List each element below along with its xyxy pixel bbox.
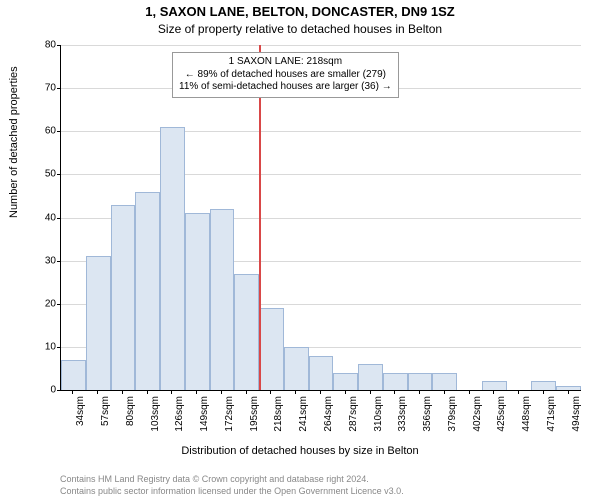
x-tick-label: 448sqm bbox=[521, 396, 532, 436]
x-tick-label: 287sqm bbox=[348, 396, 359, 436]
y-tick-mark bbox=[57, 390, 61, 391]
x-tick-mark bbox=[147, 390, 148, 394]
annotation-line-1: 1 SAXON LANE: 218sqm bbox=[179, 56, 392, 69]
x-tick-label: 218sqm bbox=[273, 396, 284, 436]
histogram-bar bbox=[61, 360, 86, 390]
x-tick-label: 356sqm bbox=[422, 396, 433, 436]
y-tick-label: 20 bbox=[31, 298, 56, 309]
y-tick-mark bbox=[57, 218, 61, 219]
footer-copyright-2: Contains public sector information licen… bbox=[60, 486, 404, 496]
x-tick-mark bbox=[221, 390, 222, 394]
x-tick-label: 195sqm bbox=[249, 396, 260, 436]
gridline bbox=[61, 131, 581, 132]
x-tick-label: 333sqm bbox=[397, 396, 408, 436]
histogram-bar bbox=[234, 274, 259, 390]
annotation-line-3: 11% of semi-detached houses are larger (… bbox=[179, 81, 392, 94]
y-tick-label: 80 bbox=[31, 40, 56, 51]
x-tick-mark bbox=[270, 390, 271, 394]
x-tick-label: 103sqm bbox=[150, 396, 161, 436]
x-tick-mark bbox=[518, 390, 519, 394]
histogram-bar bbox=[284, 347, 309, 390]
x-tick-mark bbox=[444, 390, 445, 394]
x-tick-label: 34sqm bbox=[75, 396, 86, 436]
x-tick-label: 80sqm bbox=[125, 396, 136, 436]
x-tick-label: 471sqm bbox=[546, 396, 557, 436]
x-tick-label: 126sqm bbox=[174, 396, 185, 436]
x-tick-mark bbox=[345, 390, 346, 394]
histogram-bar bbox=[383, 373, 408, 390]
y-tick-mark bbox=[57, 88, 61, 89]
x-tick-mark bbox=[394, 390, 395, 394]
y-tick-label: 10 bbox=[31, 341, 56, 352]
histogram-bar bbox=[432, 373, 457, 390]
x-tick-label: 241sqm bbox=[298, 396, 309, 436]
x-tick-labels: 34sqm 57sqm 80sqm 103sqm 126sqm 149sqm 172sqm 1… bbox=[60, 392, 580, 452]
x-tick-label: 172sqm bbox=[224, 396, 235, 436]
y-tick-label: 60 bbox=[31, 126, 56, 137]
y-axis-label: Number of detached properties bbox=[8, 66, 20, 218]
y-tick-label: 50 bbox=[31, 169, 56, 180]
histogram-bar bbox=[111, 205, 136, 390]
y-tick-mark bbox=[57, 304, 61, 305]
x-tick-label: 264sqm bbox=[323, 396, 334, 436]
y-tick-label: 0 bbox=[31, 385, 56, 396]
y-tick-label: 70 bbox=[31, 83, 56, 94]
histogram-bar bbox=[259, 308, 284, 390]
x-tick-mark bbox=[171, 390, 172, 394]
x-tick-label: 425sqm bbox=[496, 396, 507, 436]
x-tick-mark bbox=[469, 390, 470, 394]
histogram-bar bbox=[556, 386, 581, 390]
x-tick-label: 379sqm bbox=[447, 396, 458, 436]
x-tick-mark bbox=[122, 390, 123, 394]
y-tick-label: 30 bbox=[31, 255, 56, 266]
y-tick-mark bbox=[57, 174, 61, 175]
histogram-bar bbox=[309, 356, 334, 391]
histogram-bar bbox=[358, 364, 383, 390]
histogram-bar bbox=[160, 127, 185, 390]
x-tick-mark bbox=[568, 390, 569, 394]
x-tick-label: 57sqm bbox=[100, 396, 111, 436]
x-tick-label: 494sqm bbox=[571, 396, 582, 436]
x-tick-mark bbox=[320, 390, 321, 394]
annotation-line-2: ← 89% of detached houses are smaller (27… bbox=[179, 69, 392, 82]
x-tick-mark bbox=[196, 390, 197, 394]
x-tick-mark bbox=[97, 390, 98, 394]
chart-title-address: 1, SAXON LANE, BELTON, DONCASTER, DN9 1S… bbox=[0, 4, 600, 19]
x-tick-mark bbox=[419, 390, 420, 394]
histogram-bar bbox=[210, 209, 235, 390]
chart-subtitle: Size of property relative to detached ho… bbox=[0, 22, 600, 36]
x-tick-label: 149sqm bbox=[199, 396, 210, 436]
gridline bbox=[61, 174, 581, 175]
x-axis-label: Distribution of detached houses by size … bbox=[0, 445, 600, 457]
histogram-bar bbox=[135, 192, 160, 390]
y-tick-mark bbox=[57, 347, 61, 348]
x-tick-label: 310sqm bbox=[373, 396, 384, 436]
histogram-bar bbox=[408, 373, 433, 390]
annotation-box: 1 SAXON LANE: 218sqm← 89% of detached ho… bbox=[172, 52, 399, 98]
x-tick-mark bbox=[72, 390, 73, 394]
histogram-bar bbox=[333, 373, 358, 390]
y-tick-mark bbox=[57, 261, 61, 262]
x-tick-mark bbox=[493, 390, 494, 394]
x-tick-mark bbox=[543, 390, 544, 394]
x-tick-mark bbox=[370, 390, 371, 394]
footer-copyright-1: Contains HM Land Registry data © Crown c… bbox=[60, 474, 369, 484]
gridline bbox=[61, 45, 581, 46]
x-tick-label: 402sqm bbox=[472, 396, 483, 436]
histogram-bar bbox=[531, 381, 556, 390]
y-tick-label: 40 bbox=[31, 212, 56, 223]
histogram-bar bbox=[482, 381, 507, 390]
histogram-bar bbox=[185, 213, 210, 390]
y-tick-mark bbox=[57, 131, 61, 132]
y-tick-mark bbox=[57, 45, 61, 46]
histogram-bar bbox=[86, 256, 111, 390]
x-tick-mark bbox=[295, 390, 296, 394]
x-tick-mark bbox=[246, 390, 247, 394]
